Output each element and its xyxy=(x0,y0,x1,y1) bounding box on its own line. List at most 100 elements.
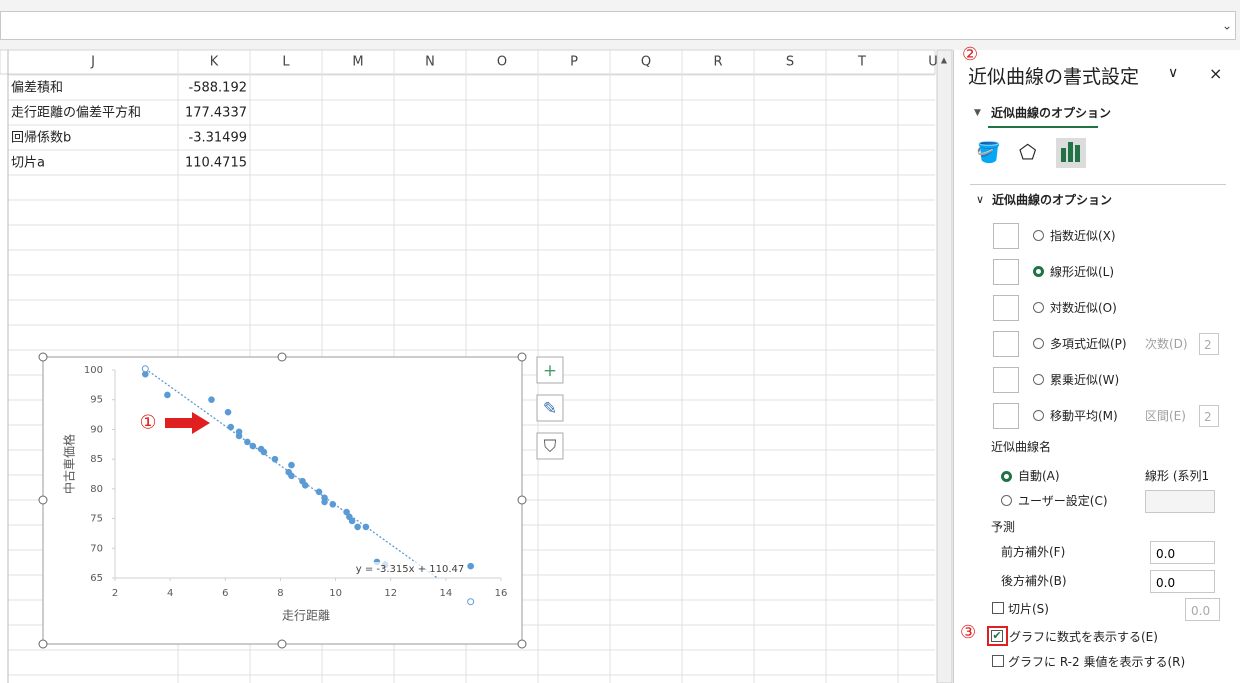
data-point xyxy=(288,461,295,469)
checkbox[interactable] xyxy=(992,655,1004,667)
backward-label: 後方補外(B) xyxy=(1001,574,1067,588)
intercept-input[interactable]: 0.0 xyxy=(1185,598,1220,621)
y-tick-label: 80 xyxy=(90,484,103,495)
data-point xyxy=(321,498,328,506)
chart-button[interactable] xyxy=(536,394,564,422)
red-arrow xyxy=(165,412,210,434)
order-input[interactable]: 2 xyxy=(1199,333,1219,355)
trend-icon[interactable] xyxy=(993,367,1019,393)
resize-handle[interactable] xyxy=(38,495,48,505)
y-axis-title: 中古車価格 xyxy=(62,434,77,494)
x-tick-label: 12 xyxy=(384,588,397,599)
x-tick-label: 10 xyxy=(329,588,342,599)
trend-icon[interactable] xyxy=(993,403,1019,429)
column-header: O xyxy=(497,55,507,70)
column-header: R xyxy=(713,55,722,70)
annotation: ② xyxy=(962,44,979,65)
data-point xyxy=(227,423,235,431)
chart-button-icon: ⛉ xyxy=(544,437,557,457)
column-header: S xyxy=(786,55,794,70)
options-icon[interactable] xyxy=(1056,138,1086,168)
trend-icon[interactable] xyxy=(993,223,1019,249)
scrollbar xyxy=(936,49,953,683)
option-label[interactable]: 指数近似(X) xyxy=(1050,229,1116,243)
effects-icon[interactable]: ⬠ xyxy=(1019,140,1037,164)
intercept-label[interactable]: 切片(S) xyxy=(1008,602,1049,616)
forward-input[interactable]: 0.0 xyxy=(1150,541,1215,564)
radio[interactable] xyxy=(1033,338,1044,349)
panel-menu[interactable]: ∨ xyxy=(1168,65,1179,81)
trend-icon[interactable] xyxy=(993,331,1019,357)
checkbox[interactable] xyxy=(992,602,1004,614)
data-point xyxy=(208,396,215,404)
radio[interactable] xyxy=(1033,302,1044,313)
column-header: N xyxy=(425,55,435,70)
column-header: L xyxy=(282,55,290,70)
resize-handle[interactable] xyxy=(38,639,48,649)
forward-label: 前方補外(F) xyxy=(1001,545,1066,559)
option-label[interactable]: 対数近似(O) xyxy=(1050,301,1117,315)
trendline-equation: y = -3.315x + 110.47 xyxy=(356,564,465,575)
period-label: 区間(E) xyxy=(1145,409,1186,423)
column-header: M xyxy=(352,55,363,70)
formula-input[interactable] xyxy=(0,11,1236,40)
backward-input[interactable]: 0.0 xyxy=(1150,570,1215,593)
data-point xyxy=(164,391,171,399)
trend-icon[interactable] xyxy=(993,295,1019,321)
x-tick-label: 8 xyxy=(277,588,283,599)
radio[interactable] xyxy=(1033,230,1044,241)
cell: 偏差積和 xyxy=(11,81,63,96)
period-input[interactable]: 2 xyxy=(1199,405,1219,427)
radio[interactable] xyxy=(1033,374,1044,385)
section-title[interactable]: 近似曲線のオプション xyxy=(992,193,1113,207)
trend-icon[interactable] xyxy=(993,259,1019,285)
panel-title: 近似曲線の書式設定 xyxy=(968,66,1140,88)
option-label[interactable]: 累乗近似(W) xyxy=(1050,373,1120,387)
auto-name: 線形 (系列1 xyxy=(1145,469,1210,483)
custom-label[interactable]: ユーザー設定(C) xyxy=(1018,494,1108,508)
auto-label[interactable]: 自動(A) xyxy=(1018,469,1060,483)
chart-button[interactable] xyxy=(536,356,564,384)
data-point xyxy=(249,442,257,450)
r2-label[interactable]: グラフに R-2 乗値を表示する(R) xyxy=(1008,655,1186,669)
option-label[interactable]: 線形近似(L) xyxy=(1050,265,1115,279)
chart-button[interactable] xyxy=(536,432,564,460)
x-tick-label: 2 xyxy=(112,588,118,599)
radio[interactable] xyxy=(1033,410,1044,421)
custom-input[interactable] xyxy=(1145,490,1215,513)
data-point xyxy=(329,501,337,508)
radio[interactable] xyxy=(1001,495,1012,506)
option-label[interactable]: 多項式近似(P) xyxy=(1050,337,1127,351)
data-point xyxy=(354,523,361,531)
tab-arrow: ▼ xyxy=(974,108,981,118)
panel-close[interactable]: × xyxy=(1209,64,1223,83)
data-point xyxy=(224,408,232,416)
x-tick-label: 14 xyxy=(439,588,452,599)
column-header: U xyxy=(928,55,938,70)
column-header: J xyxy=(90,55,95,70)
radio[interactable] xyxy=(1001,471,1012,482)
equation-label[interactable]: グラフに数式を表示する(E) xyxy=(1009,630,1158,644)
option-label[interactable]: 移動平均(M) xyxy=(1050,409,1118,423)
column-header-bg xyxy=(0,49,936,75)
resize-handle[interactable] xyxy=(517,352,527,362)
fill-icon[interactable]: 🪣 xyxy=(976,140,1001,164)
resize-handle[interactable] xyxy=(517,495,527,505)
y-tick-label: 90 xyxy=(90,424,103,435)
resize-handle[interactable] xyxy=(277,352,287,362)
checkbox-checked[interactable]: ✔ xyxy=(991,629,1003,642)
y-tick-label: 100 xyxy=(84,365,103,376)
resize-handle[interactable] xyxy=(517,639,527,649)
chart-button-icon: ✎ xyxy=(543,399,557,419)
resize-handle[interactable] xyxy=(277,639,287,649)
data-point xyxy=(315,488,323,496)
resize-handle[interactable] xyxy=(38,352,48,362)
data-point xyxy=(260,448,268,456)
radio[interactable] xyxy=(1033,266,1044,277)
data-point xyxy=(244,438,251,446)
panel-tab[interactable]: 近似曲線のオプション xyxy=(991,106,1112,120)
cell: -588.192 xyxy=(189,81,247,96)
annotation: ① xyxy=(139,412,156,434)
tab-underline xyxy=(988,126,1098,128)
